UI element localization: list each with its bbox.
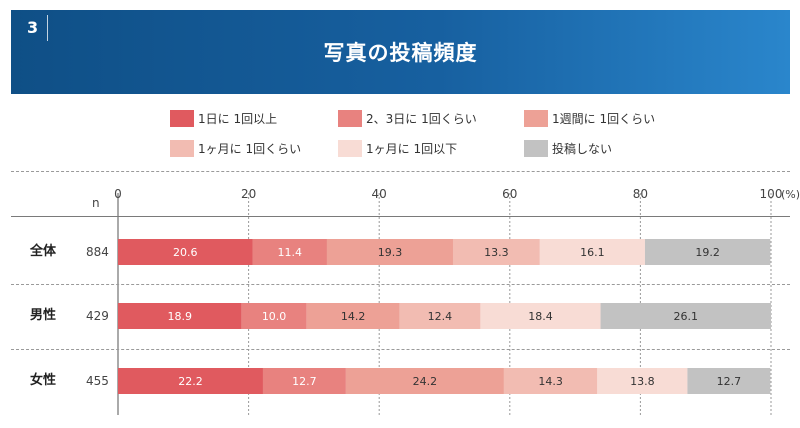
bar-data-label: 20.6 — [173, 246, 198, 259]
legend-swatch — [524, 109, 548, 127]
bar-segment — [241, 303, 307, 329]
bar-segment — [262, 368, 346, 394]
legend-item: 1日に 1回以上 — [170, 108, 277, 128]
n-column-header: n — [92, 196, 100, 210]
table-top-rule — [11, 216, 790, 217]
bar-data-label: 19.3 — [378, 246, 403, 259]
bar-segment — [600, 303, 771, 329]
bar-data-label: 14.2 — [341, 310, 366, 323]
x-tick-label: 0 — [114, 187, 122, 201]
bar-data-label: 14.3 — [538, 375, 563, 388]
sample-size-value: 429 — [86, 309, 109, 323]
row-divider-1 — [11, 284, 790, 285]
x-unit-label: (%) — [781, 188, 800, 201]
legend-divider — [11, 171, 790, 172]
bar-segment — [118, 303, 242, 329]
bar-data-label: 11.4 — [277, 246, 302, 259]
legend-swatch — [170, 139, 194, 157]
bar-segment — [597, 368, 688, 394]
x-tick-label: 80 — [633, 187, 648, 201]
bar-segment — [306, 303, 400, 329]
legend-label: 1日に 1回以上 — [198, 111, 278, 126]
bar-segment — [539, 239, 645, 265]
legend-swatch — [338, 139, 362, 157]
bar-segment — [118, 239, 253, 265]
sample-size-value: 455 — [86, 374, 109, 388]
x-tick-label: 100 — [760, 187, 783, 201]
legend-item: 1ヶ月に 1回くらい — [170, 138, 301, 158]
sample-size-value: 884 — [86, 245, 109, 259]
bar-data-label: 24.2 — [413, 375, 438, 388]
category-label: 女性 — [30, 373, 57, 388]
bar-segment — [480, 303, 601, 329]
slide-number: 3 — [27, 18, 39, 37]
bar-segment — [118, 368, 263, 394]
title-banner: 3 写真の投稿頻度 — [11, 10, 790, 94]
bar-data-label: 12.4 — [428, 310, 453, 323]
legend-label: 投稿しない — [552, 141, 613, 156]
legend-item: 1週間に 1回くらい — [524, 108, 655, 128]
bar-segment — [452, 239, 540, 265]
legend-label: 2、3日に 1回くらい — [366, 111, 477, 126]
bar-data-label: 12.7 — [717, 375, 742, 388]
legend-label: 1ヶ月に 1回以下 — [366, 141, 458, 156]
bar-segment — [503, 368, 598, 394]
bar-data-label: 16.1 — [580, 246, 605, 259]
bar-data-label: 18.9 — [167, 310, 192, 323]
bar-data-label: 10.0 — [262, 310, 287, 323]
category-label: 全体 — [30, 244, 57, 259]
bar-data-label: 19.2 — [695, 246, 720, 259]
x-tick-label: 20 — [241, 187, 256, 201]
bar-data-label: 18.4 — [528, 310, 553, 323]
chart-title: 写真の投稿頻度 — [323, 41, 478, 65]
bar-segment — [399, 303, 481, 329]
row-divider-2 — [11, 349, 790, 350]
bar-data-label: 22.2 — [178, 375, 203, 388]
x-tick-label: 60 — [502, 187, 517, 201]
bar-segment — [345, 368, 504, 394]
bar-segment — [687, 368, 771, 394]
legend-item: 2、3日に 1回くらい — [338, 108, 477, 128]
legend-swatch — [170, 109, 194, 127]
legend-item: 1ヶ月に 1回以下 — [338, 138, 457, 158]
legend-label: 1ヶ月に 1回くらい — [198, 141, 302, 156]
legend-swatch — [524, 139, 548, 157]
bar-data-label: 12.7 — [292, 375, 317, 388]
bar-segment — [252, 239, 327, 265]
legend-swatch — [338, 109, 362, 127]
legend-label: 1週間に 1回くらい — [552, 111, 656, 126]
x-tick-label: 40 — [372, 187, 387, 201]
chart-legend: 1日に 1回以上 2、3日に 1回くらい 1週間に 1回くらい 1ヶ月に 1回くらい 1… — [0, 102, 800, 162]
bar-segment — [644, 239, 771, 265]
category-label: 男性 — [30, 308, 57, 323]
bar-data-label: 13.3 — [484, 246, 509, 259]
slide-number-divider — [47, 15, 48, 41]
legend-item: 投稿しない — [524, 138, 612, 158]
bar-segment — [326, 239, 453, 265]
bar-data-label: 13.8 — [630, 375, 655, 388]
bar-data-label: 26.1 — [674, 310, 699, 323]
